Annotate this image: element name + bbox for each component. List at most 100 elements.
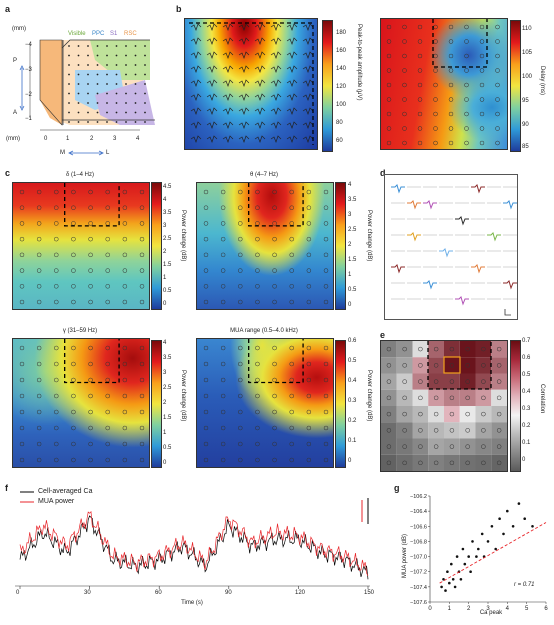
waveform-glyph (222, 23, 234, 32)
electrode-ring (238, 457, 243, 463)
waveform-glyph (302, 79, 314, 88)
waveform-glyph (270, 107, 282, 116)
electrode-ring (272, 284, 277, 289)
electrode-ring (272, 268, 277, 273)
electrode-ring (272, 189, 277, 195)
correlation-cell (444, 406, 460, 423)
scatter-point (448, 581, 451, 585)
x-tick-label: 1 (448, 606, 452, 612)
map-title-theta: θ (4–7 Hz) (249, 172, 278, 178)
map-title-gamma: γ (31–59 Hz) (62, 328, 98, 334)
electrode-ring (402, 82, 407, 88)
electrode-ring (417, 140, 423, 146)
electrode-ring (496, 411, 502, 417)
electrode-ring (402, 428, 407, 433)
electrode-ring (139, 345, 145, 351)
electrode-ring (105, 205, 110, 210)
electrode-ring (88, 441, 93, 447)
correlation-cell (396, 406, 413, 423)
electrode-dot (134, 102, 137, 104)
correlation-cell (381, 357, 397, 374)
electrode-markers (19, 183, 145, 305)
electrode-ring (433, 97, 438, 102)
waveform-glyph (238, 135, 250, 144)
correlation-cell (412, 357, 429, 374)
map-title-delta: δ (1–4 Hz) (65, 172, 94, 178)
electrode-ring (139, 205, 145, 210)
electrode-dot (87, 83, 89, 85)
correlation-cell (475, 373, 492, 390)
x-axis-label: Ca peak (479, 610, 503, 616)
electrode-ring (449, 444, 455, 449)
electrode-ring (139, 377, 145, 383)
electrode-ring (36, 409, 42, 415)
electrode-ring (19, 221, 25, 226)
correlation-cell (459, 389, 476, 406)
waveform-glyph (190, 121, 202, 130)
electrode-ring (238, 252, 243, 258)
electrode-dot (68, 64, 70, 66)
waveform-glyph (222, 37, 234, 46)
electrode-ring (465, 444, 470, 449)
waveform-glyph (270, 93, 282, 102)
electrode-dot (96, 45, 99, 47)
panel-label-b: b (176, 4, 182, 14)
correlation-cell (444, 454, 460, 471)
electrode-ring (323, 221, 329, 226)
spike-waveform (503, 200, 517, 210)
electrode-ring (448, 53, 454, 59)
electrode-dot (77, 54, 80, 57)
electrode-ring (433, 395, 439, 401)
delta-cbar-label: Power change (dB) (180, 210, 186, 262)
waveform-glyph (190, 79, 202, 88)
electrode-dot (144, 54, 146, 57)
gamma-colorbar (151, 340, 162, 468)
scatter-point (442, 578, 445, 581)
theta-cbar-label: Power change (dB) (366, 210, 372, 262)
electrode-ring (238, 393, 243, 399)
electrode-ring (449, 395, 455, 401)
waveform-glyph (206, 23, 218, 32)
electrode-ring (54, 205, 59, 210)
scatter-point (502, 532, 505, 536)
electrode-dot (68, 102, 70, 104)
electrode-ring (402, 39, 407, 44)
waveform-glyph (286, 93, 298, 102)
electrode-ring (255, 236, 260, 242)
electrode-ring (122, 425, 128, 431)
electrode-ring (71, 236, 76, 242)
electrode-ring (105, 393, 110, 399)
electrode-dot (134, 92, 137, 95)
electrode-ring (386, 395, 392, 401)
waveform-glyph (206, 79, 218, 88)
waveform-glyph (302, 51, 314, 60)
electrode-dot (125, 83, 127, 85)
panel-label-e: e (380, 330, 386, 340)
electrode-ring (289, 345, 294, 351)
x-tick: 4 (136, 136, 140, 142)
correlation-colorbar (510, 340, 521, 472)
electrode-ring (496, 363, 502, 368)
electrode-ring (306, 299, 312, 305)
electrode-dot (87, 111, 89, 114)
electrode-ring (402, 395, 407, 401)
waveform-glyph (190, 23, 202, 32)
scatter-point (471, 540, 474, 543)
electrode-ring (238, 236, 243, 242)
electrode-dot (87, 121, 89, 123)
spike-waveform (407, 200, 421, 210)
electrode-dot (144, 111, 146, 114)
correlation-cell (459, 357, 476, 374)
region-label-rsc: RSC (124, 31, 137, 37)
waveform-glyph (238, 107, 250, 116)
electrode-ring (220, 284, 226, 289)
electrode-ring (139, 299, 145, 305)
electrode-dot (125, 102, 127, 104)
correlation-annotation: r = 0.71 (514, 582, 535, 588)
waveform-glyph (286, 121, 298, 130)
electrode-ring (479, 111, 485, 117)
roi-outline (427, 341, 492, 390)
electrode-ring (402, 140, 407, 146)
scatter-point (494, 547, 497, 551)
electrode-ring (122, 268, 128, 273)
